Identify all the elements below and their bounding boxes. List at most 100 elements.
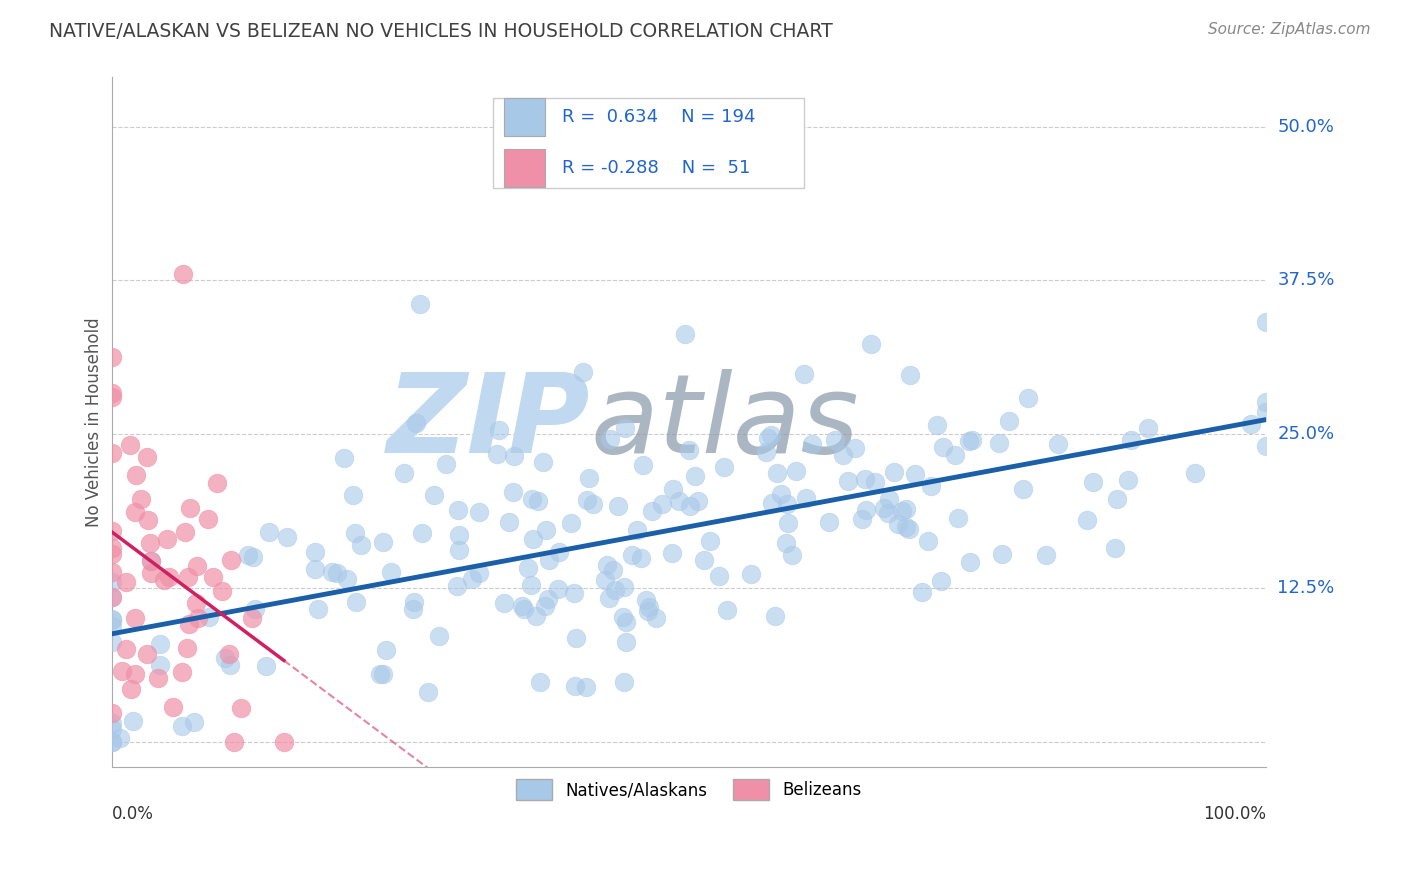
Point xyxy=(562,585,585,599)
Point xyxy=(536,523,558,537)
Point xyxy=(179,501,201,516)
Point xyxy=(449,543,471,558)
Point xyxy=(1076,513,1098,527)
Point xyxy=(946,510,969,524)
Point xyxy=(240,611,263,625)
Text: 12.5%: 12.5% xyxy=(1278,579,1334,597)
Point xyxy=(402,602,425,616)
Point xyxy=(100,635,122,649)
Point xyxy=(100,391,122,405)
Point xyxy=(100,619,122,633)
Point xyxy=(184,596,207,610)
Point xyxy=(162,700,184,714)
Point xyxy=(651,498,673,512)
Point xyxy=(911,585,934,599)
Point xyxy=(894,502,917,516)
Point xyxy=(1116,473,1139,487)
Point xyxy=(136,513,159,527)
Point xyxy=(120,438,142,452)
Point xyxy=(141,554,163,568)
Point xyxy=(863,475,886,490)
Point xyxy=(468,505,491,519)
Point xyxy=(157,570,180,584)
Point xyxy=(533,599,555,614)
Point xyxy=(221,553,243,567)
Point xyxy=(485,447,508,461)
Point xyxy=(520,578,543,592)
Y-axis label: No Vehicles in Household: No Vehicles in Household xyxy=(86,318,103,527)
Point xyxy=(129,491,152,506)
Point xyxy=(100,524,122,538)
Point xyxy=(342,487,364,501)
Point xyxy=(759,427,782,442)
Point xyxy=(513,601,536,615)
Point xyxy=(683,468,706,483)
Point xyxy=(560,516,582,530)
Point xyxy=(621,549,644,563)
Point xyxy=(582,497,605,511)
Point xyxy=(447,528,470,542)
Point xyxy=(925,417,948,432)
Point xyxy=(488,423,510,437)
Point xyxy=(1184,466,1206,480)
Point xyxy=(434,458,457,472)
Point xyxy=(229,700,252,714)
Point xyxy=(522,532,544,546)
Point xyxy=(877,491,900,506)
Point xyxy=(603,583,626,598)
Point xyxy=(333,450,356,465)
Point xyxy=(115,641,138,656)
Point xyxy=(693,553,716,567)
Point xyxy=(153,573,176,587)
Point xyxy=(756,431,779,445)
Point xyxy=(599,432,621,446)
Point xyxy=(198,610,221,624)
Point xyxy=(135,450,157,464)
Point xyxy=(575,493,598,508)
Point xyxy=(537,553,560,567)
Legend: Natives/Alaskans, Belizeans: Natives/Alaskans, Belizeans xyxy=(509,772,869,806)
Point xyxy=(336,573,359,587)
Point xyxy=(371,666,394,681)
Point xyxy=(631,458,654,472)
Point xyxy=(959,555,981,569)
Point xyxy=(510,599,533,613)
Point xyxy=(1256,405,1278,419)
Point xyxy=(775,536,797,550)
Point xyxy=(1256,315,1278,329)
Point xyxy=(716,603,738,617)
Point xyxy=(765,466,787,480)
Point xyxy=(673,327,696,342)
Point xyxy=(578,471,600,485)
Point xyxy=(526,608,548,623)
Point xyxy=(186,558,208,573)
Point xyxy=(920,479,942,493)
Point xyxy=(613,580,636,594)
Point xyxy=(344,525,367,540)
Text: 100.0%: 100.0% xyxy=(1204,805,1267,823)
Point xyxy=(177,570,200,584)
Point xyxy=(612,610,634,624)
Point xyxy=(139,554,162,568)
Point xyxy=(547,545,569,559)
Point xyxy=(110,731,132,745)
Point xyxy=(593,573,616,587)
Point xyxy=(817,516,839,530)
Bar xyxy=(505,98,544,136)
Point xyxy=(138,536,160,550)
Point xyxy=(257,524,280,539)
Point xyxy=(932,440,955,454)
Point xyxy=(527,493,550,508)
Point xyxy=(1137,421,1160,435)
Point xyxy=(679,500,702,514)
Point xyxy=(326,566,349,580)
Point xyxy=(943,448,966,462)
Point xyxy=(997,414,1019,428)
Point xyxy=(793,367,815,381)
Point xyxy=(404,595,426,609)
Point xyxy=(207,475,229,490)
Point xyxy=(894,520,917,534)
Point xyxy=(853,472,876,486)
Point xyxy=(614,634,637,648)
Text: Source: ZipAtlas.com: Source: ZipAtlas.com xyxy=(1208,22,1371,37)
